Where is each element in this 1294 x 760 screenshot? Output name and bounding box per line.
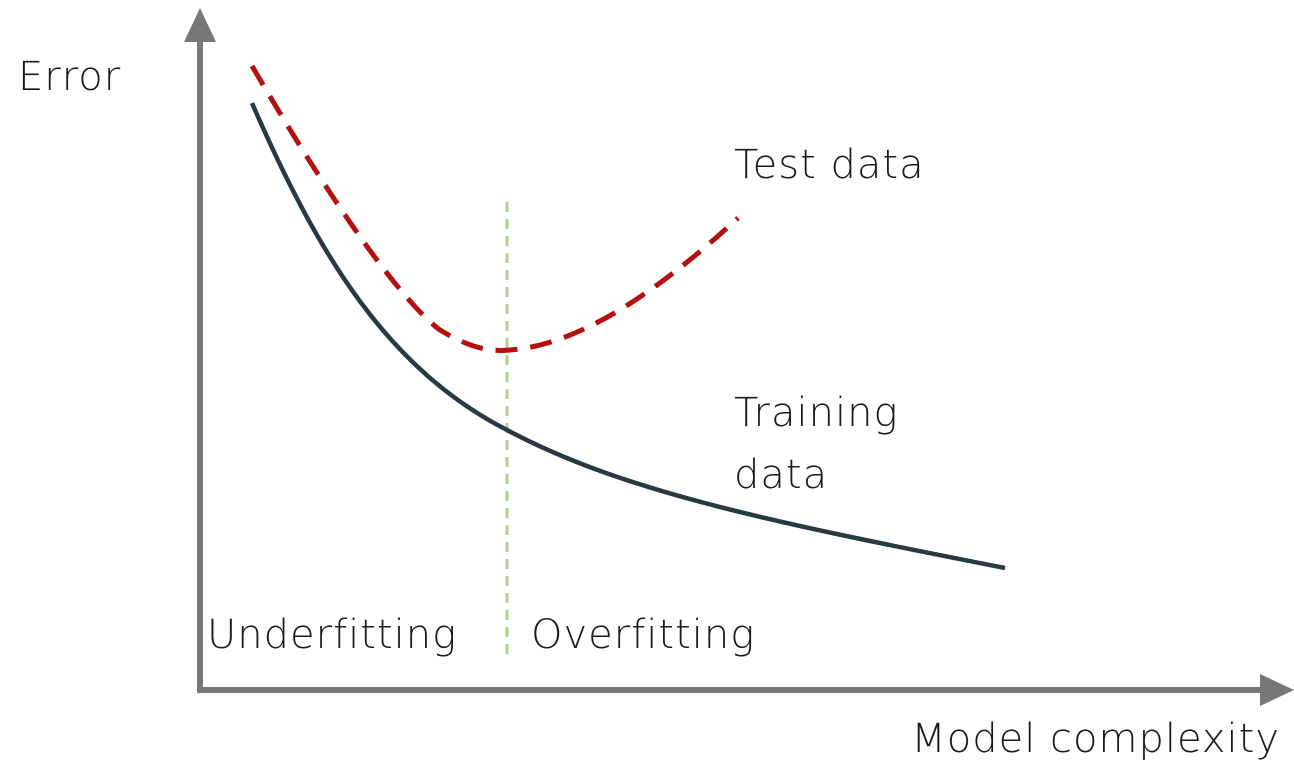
region-label: Overfitting [531,612,755,658]
x-axis-label: Model complexity [911,716,1280,760]
y-axis-arrow [184,8,216,42]
region-label: Underfitting [207,612,457,658]
curve-label: data [734,452,828,498]
y-axis-label: Error [18,54,121,100]
test-curve [249,64,740,353]
curve-label: Training [734,390,898,436]
x-axis-arrow [1260,674,1294,706]
curve-label: Test data [734,142,925,188]
training-curve [249,102,1006,571]
